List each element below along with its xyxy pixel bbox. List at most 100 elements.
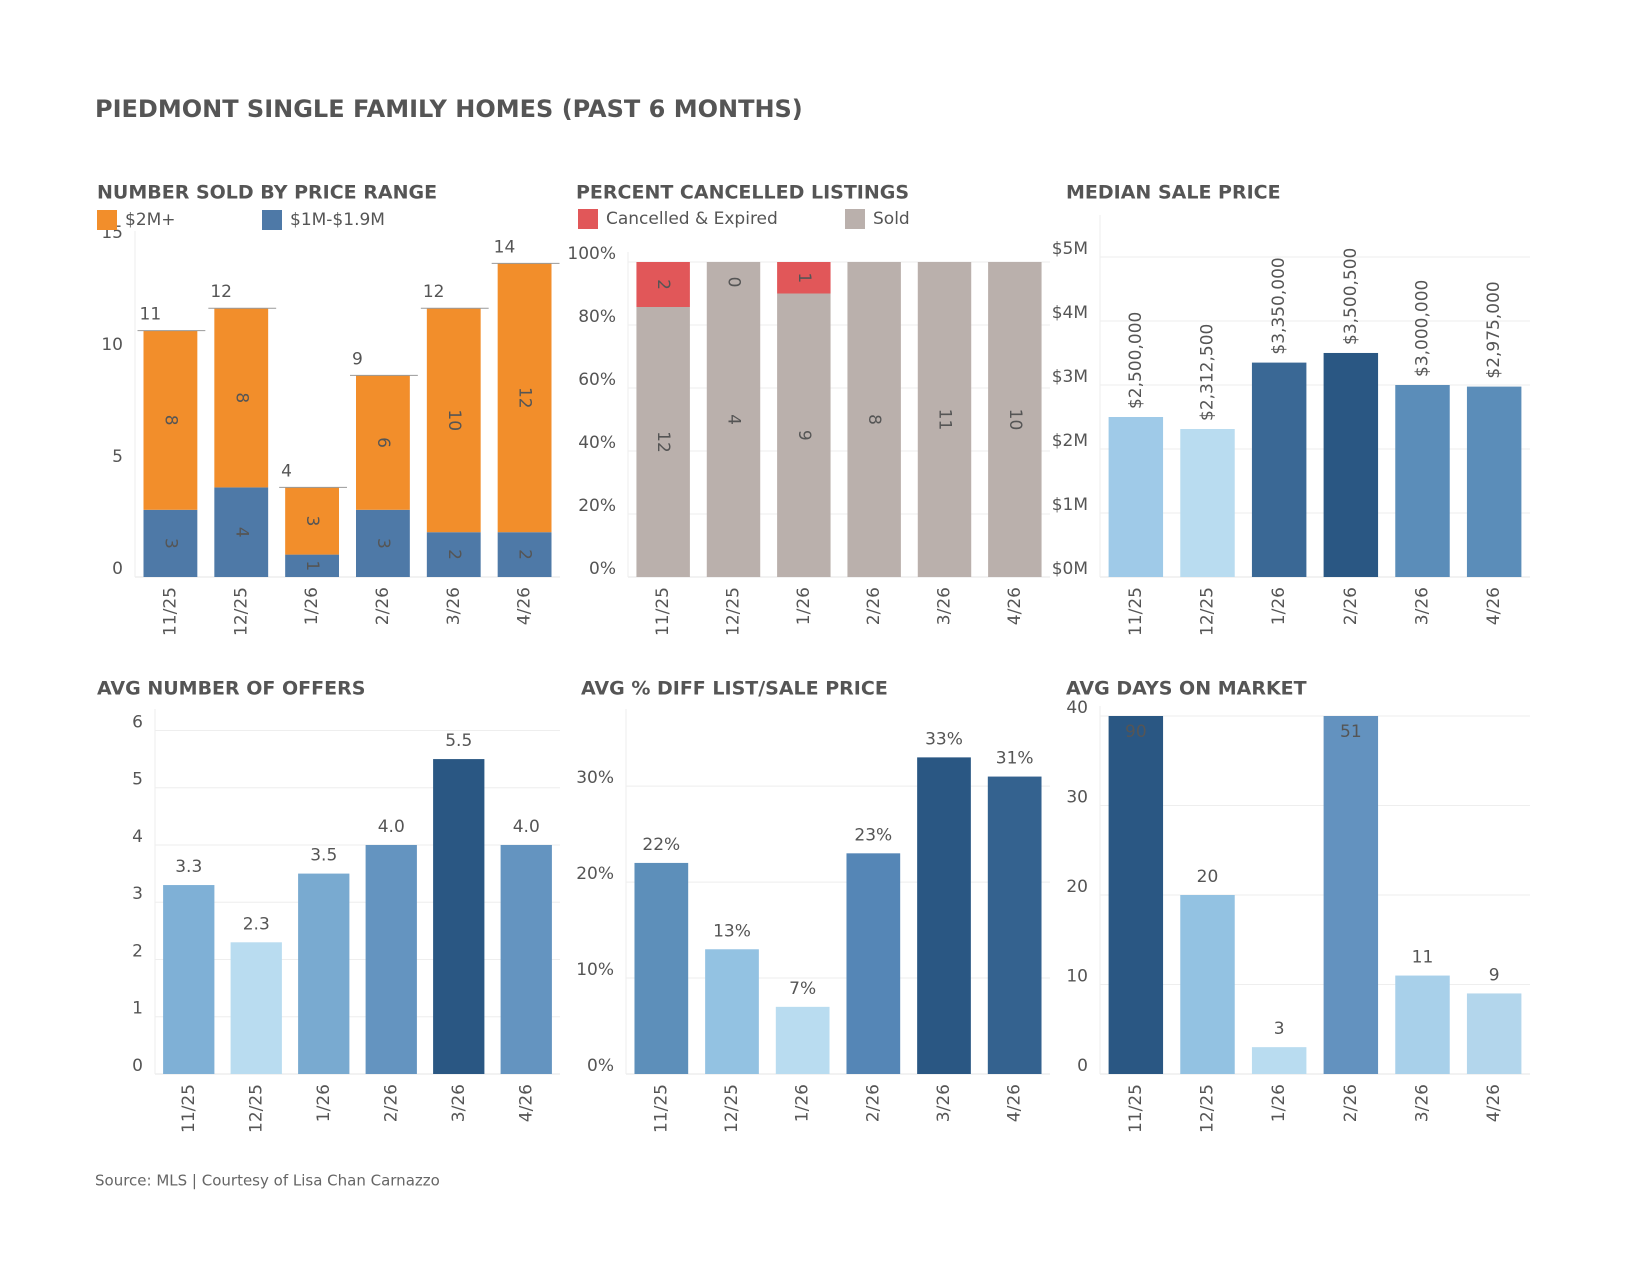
x-tick-label: 3/26 [1413, 1084, 1433, 1122]
total-label: 11 [140, 305, 162, 325]
bar [500, 844, 552, 1074]
segment-label: 2 [515, 549, 535, 560]
value-label: 51 [1340, 722, 1362, 742]
x-tick-label: 1/26 [302, 587, 322, 625]
x-tick-label: 11/25 [179, 1084, 199, 1133]
bar-segment [636, 307, 690, 577]
segment-label: 10 [1005, 409, 1025, 431]
bar-segment [988, 262, 1042, 577]
x-tick-label: 1/26 [1269, 587, 1289, 625]
value-label: 90 [1125, 722, 1147, 742]
bar [634, 862, 689, 1074]
bar-segment [143, 509, 198, 577]
legend-label: Cancelled & Expired [606, 209, 778, 229]
x-tick-label: 1/26 [1269, 1084, 1289, 1122]
x-tick-label: 12/25 [724, 587, 744, 636]
bar [433, 759, 485, 1074]
segment-label: 8 [160, 415, 180, 426]
chart-title: AVG DAYS ON MARKET [1066, 678, 1307, 700]
value-label: 11 [1412, 948, 1434, 968]
bar [1395, 975, 1450, 1074]
bar-segment [214, 487, 269, 577]
y-tick-label: 20 [1066, 877, 1088, 897]
bar [775, 1006, 830, 1074]
y-tick-label: 1 [132, 999, 143, 1019]
value-label: 3.5 [310, 846, 337, 866]
bar-segment [497, 532, 552, 577]
segment-label: 10 [444, 409, 464, 431]
chart-title: MEDIAN SALE PRICE [1066, 182, 1281, 204]
legend-label: $1M-$1.9M [290, 210, 385, 230]
segment-label: 1 [794, 272, 814, 283]
x-tick-label: 12/25 [246, 1084, 266, 1133]
bar [987, 776, 1042, 1074]
x-tick-label: 3/26 [935, 587, 955, 625]
bar-segment [214, 308, 269, 488]
x-tick-label: 4/26 [1005, 587, 1025, 625]
value-label: 33% [925, 729, 963, 749]
chart-title: AVG % DIFF LIST/SALE PRICE [581, 678, 888, 700]
bar [1251, 362, 1307, 577]
total-label: 4 [281, 461, 292, 481]
value-label: 3.3 [175, 857, 202, 877]
segment-label: 3 [302, 516, 322, 527]
y-tick-label: 40% [578, 433, 616, 453]
segment-label: 8 [864, 414, 884, 425]
legend-swatch [97, 210, 117, 230]
x-tick-label: 12/25 [1198, 587, 1218, 636]
x-tick-label: 11/25 [653, 587, 673, 636]
segment-label: 12 [515, 387, 535, 409]
segment-label: 2 [653, 279, 673, 290]
x-tick-label: 4/26 [1484, 587, 1504, 625]
x-tick-label: 1/26 [794, 587, 814, 625]
bar-segment [847, 262, 901, 577]
total-label: 12 [210, 282, 232, 302]
total-label: 12 [423, 282, 445, 302]
segment-label: 12 [653, 431, 673, 453]
bar-segment [285, 487, 339, 555]
x-tick-label: 12/25 [231, 587, 251, 636]
bar [365, 844, 417, 1074]
x-tick-label: 2/26 [864, 587, 884, 625]
y-tick-label: $2M [1052, 431, 1088, 451]
bar [705, 949, 759, 1074]
segment-label: 4 [231, 527, 251, 538]
bar [163, 885, 215, 1074]
segment-label: 2 [444, 549, 464, 560]
y-tick-label: 0% [589, 559, 616, 579]
x-tick-label: 2/26 [863, 1084, 883, 1122]
segment-label: 3 [160, 538, 180, 549]
bar-segment [497, 263, 552, 533]
legend-label: $2M+ [125, 210, 176, 230]
bar-segment [777, 293, 831, 577]
value-label: 3 [1274, 1019, 1285, 1039]
bar [1108, 716, 1164, 1074]
chart-title: NUMBER SOLD BY PRICE RANGE [97, 182, 437, 204]
value-label: $2,500,000 [1126, 312, 1146, 409]
y-tick-label: 60% [578, 370, 616, 390]
legend-swatch [262, 210, 282, 230]
x-tick-label: 2/26 [373, 587, 393, 625]
segment-label: 1 [302, 560, 322, 571]
y-tick-label: 10 [1066, 967, 1088, 987]
y-tick-label: $5M [1052, 239, 1088, 259]
x-tick-label: 1/26 [793, 1084, 813, 1122]
y-tick-label: 5 [112, 447, 123, 467]
y-tick-label: 0% [587, 1056, 614, 1076]
x-tick-label: 11/25 [160, 587, 180, 636]
bar [1251, 1047, 1307, 1074]
value-label: 31% [996, 749, 1034, 769]
bar [1108, 417, 1164, 577]
value-label: $3,000,000 [1413, 280, 1433, 377]
y-tick-label: 30% [576, 768, 614, 788]
value-label: $3,350,000 [1269, 257, 1289, 354]
bar [1466, 386, 1522, 577]
y-tick-label: 6 [132, 712, 143, 732]
bar [1180, 895, 1235, 1074]
x-tick-label: 11/25 [1126, 587, 1146, 636]
chart-title: PERCENT CANCELLED LISTINGS [576, 182, 909, 204]
value-label: 20 [1197, 867, 1219, 887]
bar-segment [426, 532, 481, 577]
total-label: 9 [352, 349, 363, 369]
